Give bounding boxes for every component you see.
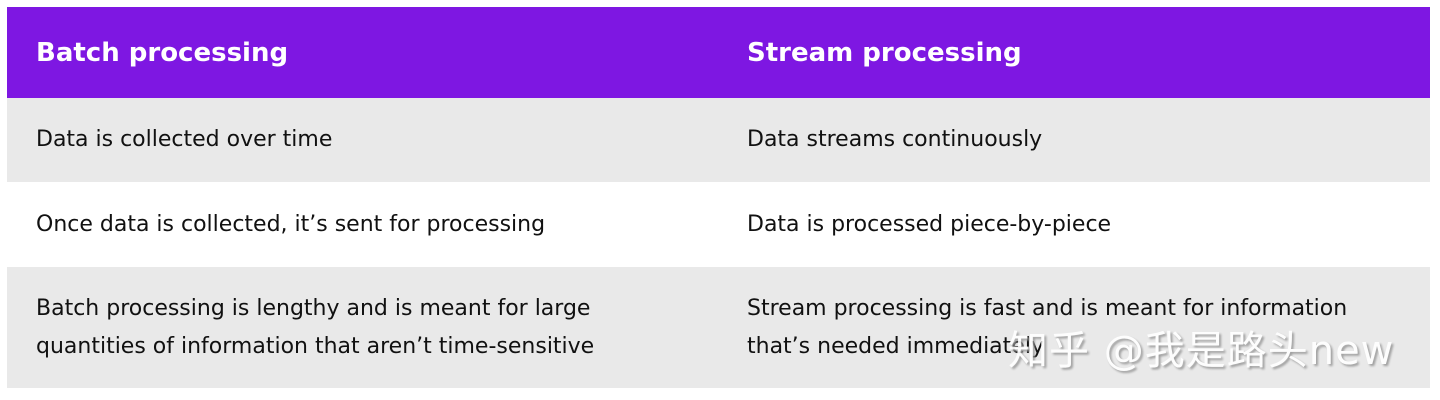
watermark: 知乎 @我是路头new xyxy=(1008,328,1395,374)
table-row: Data is collected over time Data streams… xyxy=(7,98,1430,182)
table-row: Batch processing is lengthy and is meant… xyxy=(7,267,1430,388)
table-cell: Data is processed piece-by-piece xyxy=(747,211,1112,237)
table-header-row: Batch processing Stream processing xyxy=(7,7,1430,98)
comparison-table: Batch processing Stream processing Data … xyxy=(7,7,1430,388)
table-cell: Batch processing is lengthy and is meant… xyxy=(36,295,595,359)
header-stream: Stream processing xyxy=(747,37,1022,68)
table-cell: Data is collected over time xyxy=(36,127,333,152)
header-batch: Batch processing xyxy=(36,37,289,68)
table-cell: Once data is collected, it’s sent for pr… xyxy=(36,211,546,237)
table-cell: Stream processing is fast and is meant f… xyxy=(747,295,1348,359)
table-cell: Data streams continuously xyxy=(747,127,1043,152)
table-row: Once data is collected, it’s sent for pr… xyxy=(7,182,1430,267)
